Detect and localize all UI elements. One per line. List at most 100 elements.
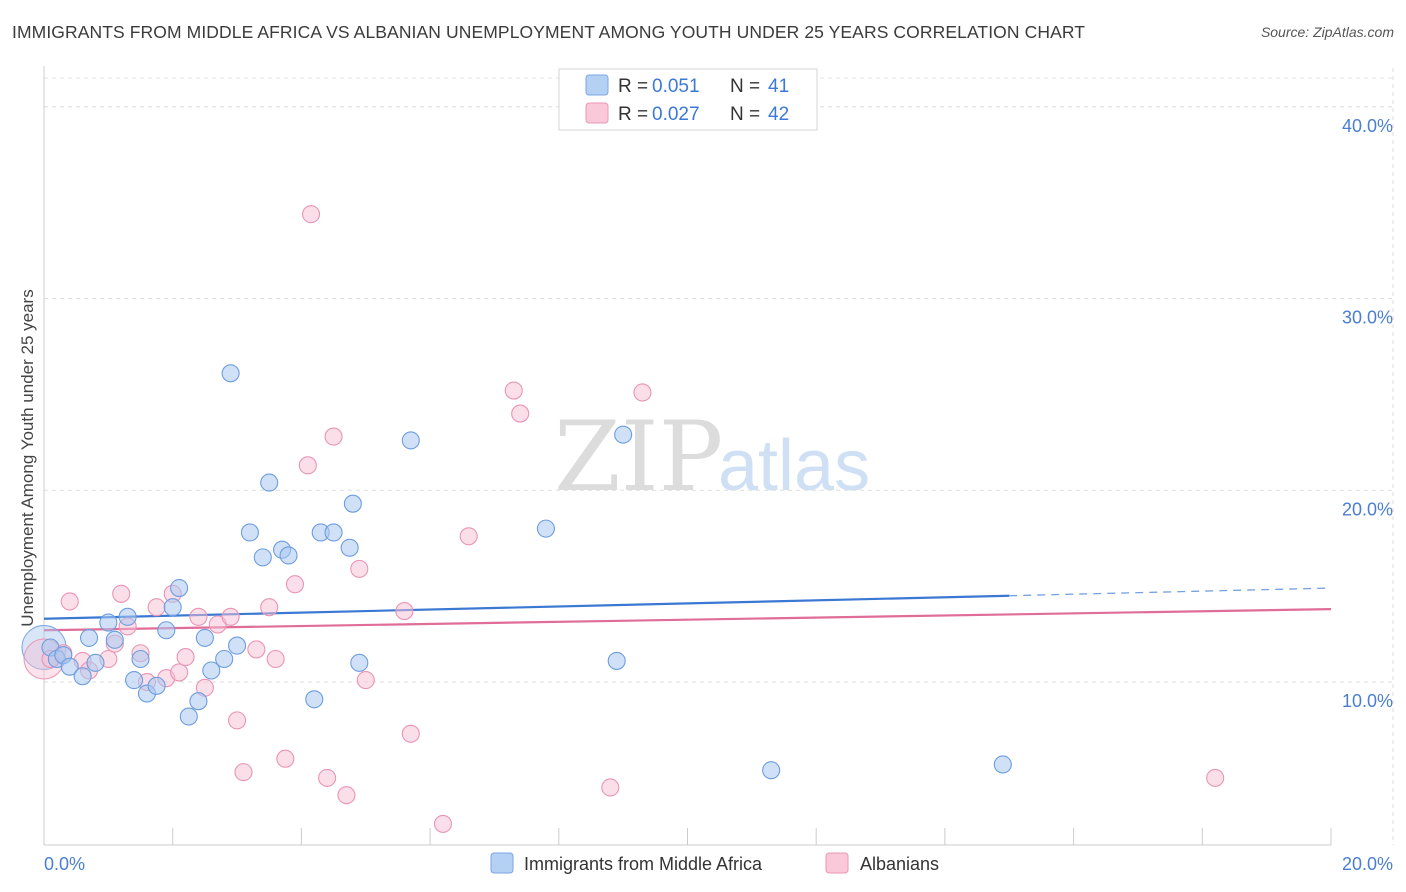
point-series-2: [356, 671, 375, 690]
point-series-2: [276, 749, 295, 768]
point-series-1: [305, 690, 324, 709]
legend-n-value-2: 42: [768, 104, 789, 125]
data-points: [21, 205, 1225, 833]
point-series-2: [1206, 768, 1225, 787]
point-series-1: [401, 431, 420, 450]
point-series-1: [762, 761, 781, 780]
point-series-2: [302, 205, 321, 224]
legend-n-value-1: 41: [768, 76, 789, 97]
legend-r-value-2: 0.027: [652, 104, 700, 125]
point-series-1: [125, 671, 144, 690]
point-series-2: [337, 786, 356, 805]
point-series-2: [401, 724, 420, 743]
point-series-1: [86, 653, 105, 672]
bottom-legend-swatch-blue: [490, 852, 514, 874]
point-series-1: [607, 651, 626, 670]
bottom-legend-series1: Immigrants from Middle Africa: [524, 854, 763, 874]
bottom-legend-series2: Albanians: [860, 854, 939, 874]
x-tick-label-max: 20.0%: [1342, 854, 1393, 874]
point-series-2: [601, 778, 620, 797]
legend: R = 0.051 N = 41 R = 0.027 N = 42: [558, 68, 818, 131]
point-series-1: [163, 598, 182, 617]
bottom-legend: Immigrants from Middle Africa Albanians: [490, 852, 939, 874]
point-series-1: [340, 538, 359, 557]
point-series-1: [195, 628, 214, 647]
point-series-2: [176, 648, 195, 667]
watermark-zip: ZIP: [554, 401, 723, 513]
point-series-1: [350, 653, 369, 672]
point-series-1: [253, 548, 272, 567]
point-series-2: [433, 814, 453, 833]
legend-r-label-1: R =: [618, 76, 648, 97]
point-series-1: [99, 613, 118, 632]
legend-n-label-1: N =: [730, 76, 760, 97]
point-series-2: [221, 607, 240, 626]
point-series-1: [147, 676, 166, 695]
point-series-2: [228, 711, 247, 730]
y-tick-label-10: 10.0%: [1342, 691, 1393, 711]
source-label: Source: ZipAtlas.com: [1260, 24, 1394, 40]
point-series-1: [157, 621, 176, 640]
legend-r-value-1: 0.051: [652, 76, 700, 97]
point-series-2: [170, 663, 189, 682]
point-series-1: [536, 519, 555, 538]
point-series-1: [202, 661, 221, 680]
point-series-1: [324, 523, 343, 542]
point-series-2: [324, 427, 343, 446]
point-series-1: [221, 364, 240, 383]
x-tick-labels: 0.0% 20.0%: [44, 854, 1393, 874]
point-series-1: [131, 649, 150, 669]
point-series-1: [170, 579, 189, 598]
point-series-1: [189, 692, 208, 711]
trend-line-series-2: [43, 608, 1332, 632]
trend-line-series-1: [43, 594, 1010, 620]
point-series-2: [459, 527, 478, 546]
point-series-2: [60, 592, 79, 611]
point-series-2: [633, 383, 652, 402]
watermark-atlas: atlas: [718, 426, 870, 506]
point-series-2: [298, 456, 317, 475]
y-tick-labels: 10.0% 20.0% 30.0% 40.0%: [1342, 116, 1393, 711]
point-series-2: [189, 607, 208, 626]
point-series-1: [614, 425, 633, 444]
point-series-1: [105, 630, 124, 649]
point-series-2: [247, 640, 266, 659]
point-series-2: [266, 649, 285, 669]
point-series-1: [179, 707, 198, 726]
point-series-2: [285, 575, 305, 594]
legend-swatch-blue: [585, 74, 609, 96]
point-series-1: [228, 636, 247, 655]
point-series-2: [147, 598, 166, 617]
y-tick-label-30: 30.0%: [1342, 308, 1393, 328]
point-series-1: [60, 657, 79, 676]
point-series-2: [234, 763, 253, 782]
trend-lines: [43, 587, 1332, 632]
point-series-2: [395, 602, 414, 621]
point-series-1: [279, 546, 298, 565]
point-series-1: [240, 523, 259, 542]
point-series-1: [73, 667, 92, 686]
y-axis-label: Unemployment Among Youth under 25 years: [18, 289, 37, 626]
point-series-1: [260, 473, 279, 492]
point-series-2: [318, 768, 337, 787]
point-series-2: [260, 598, 279, 617]
y-tick-label-40: 40.0%: [1342, 116, 1393, 136]
bottom-legend-swatch-pink: [825, 852, 849, 874]
chart-title: IMMIGRANTS FROM MIDDLE AFRICA VS ALBANIA…: [12, 22, 1086, 42]
trend-line-series-1-extension: [1009, 587, 1332, 597]
legend-swatch-pink: [585, 102, 609, 124]
point-series-2: [112, 584, 131, 603]
point-series-2: [511, 404, 530, 423]
y-tick-label-20: 20.0%: [1342, 499, 1393, 519]
point-series-1: [79, 628, 99, 647]
x-tick-label-min: 0.0%: [44, 854, 85, 874]
point-series-1: [993, 755, 1012, 774]
point-series-2: [504, 381, 523, 400]
point-series-2: [350, 559, 369, 578]
point-series-1: [118, 607, 137, 626]
point-series-1: [215, 649, 234, 669]
axes: [43, 66, 1332, 846]
legend-r-label-2: R =: [618, 104, 648, 125]
legend-n-label-2: N =: [730, 104, 760, 125]
